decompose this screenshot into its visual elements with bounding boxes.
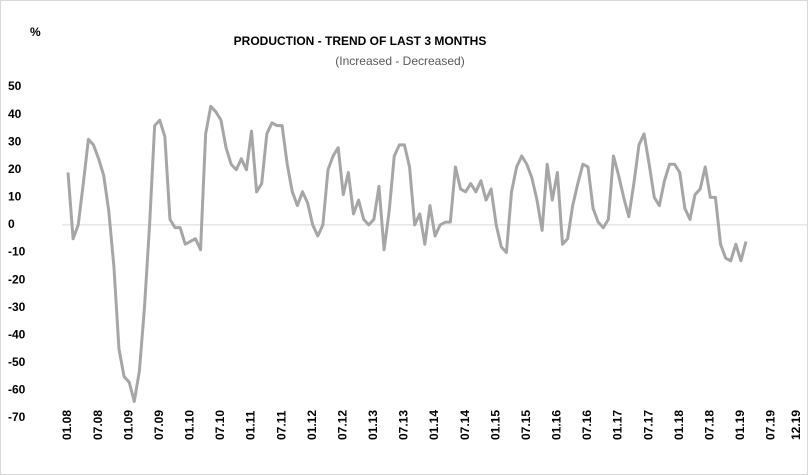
y-tick-label: 0 [8, 217, 15, 231]
x-tick-label: 01.18 [672, 410, 686, 440]
x-tick-label: 07.08 [91, 410, 105, 440]
y-tick-label: 20 [8, 162, 22, 176]
x-tick-label: 07.14 [458, 410, 472, 440]
y-tick-label: 30 [8, 134, 22, 148]
x-tick-label: 07.17 [641, 410, 655, 440]
y-tick-label: 50 [8, 79, 22, 93]
x-tick-label: 01.19 [733, 410, 747, 440]
x-tick-label: 07.19 [764, 410, 778, 440]
y-tick-label: -60 [8, 383, 26, 397]
x-tick-label: 01.14 [427, 410, 441, 440]
x-tick-label: 01.15 [488, 410, 502, 440]
x-tick-label: 01.08 [60, 410, 74, 440]
y-tick-label: -50 [8, 355, 26, 369]
y-tick-label: -40 [8, 327, 26, 341]
x-tick-label: 07.15 [519, 410, 533, 440]
x-tick-label: 12.19 [789, 410, 803, 440]
chart-subtitle: (Increased - Decreased) [335, 54, 464, 68]
x-tick-label: 01.17 [611, 410, 625, 440]
x-tick-label: 07.09 [152, 410, 166, 440]
x-tick-label: 07.16 [580, 410, 594, 440]
x-tick-label: 07.13 [397, 410, 411, 440]
x-tick-label: 07.11 [274, 410, 288, 440]
x-tick-label: 01.13 [366, 410, 380, 440]
y-tick-label: -70 [8, 410, 26, 424]
y-axis-label: % [30, 25, 41, 39]
y-tick-label: -20 [8, 272, 26, 286]
y-tick-label: -10 [8, 245, 26, 259]
y-tick-label: -30 [8, 300, 26, 314]
y-tick-label: 10 [8, 190, 22, 204]
x-tick-label: 01.16 [550, 410, 564, 440]
x-tick-label: 07.12 [335, 410, 349, 440]
y-tick-label: 40 [8, 107, 22, 121]
x-tick-label: 07.10 [213, 410, 227, 440]
x-tick-label: 01.10 [183, 410, 197, 440]
chart-title: PRODUCTION - TREND OF LAST 3 MONTHS [234, 34, 487, 48]
x-tick-label: 01.12 [305, 410, 319, 440]
x-tick-label: 01.09 [121, 410, 135, 440]
x-tick-label: 01.11 [244, 410, 258, 440]
x-tick-label: 07.18 [703, 410, 717, 440]
data-line [66, 104, 748, 403]
